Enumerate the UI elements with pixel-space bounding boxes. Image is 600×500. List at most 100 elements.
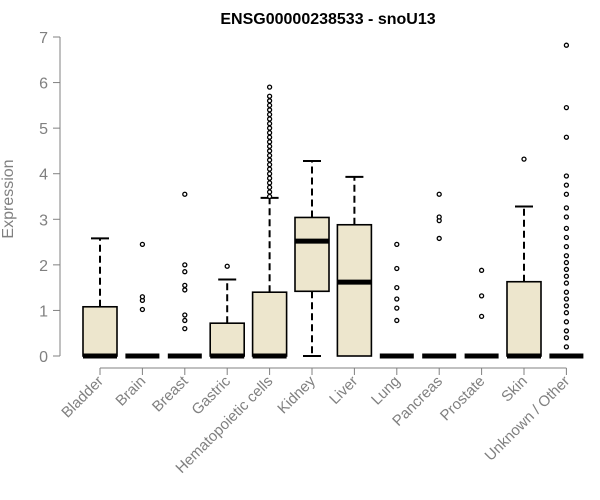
box	[209, 322, 245, 357]
outlier-point	[563, 253, 570, 259]
outlier-point	[182, 312, 188, 318]
outlier-point	[139, 241, 146, 248]
outlier-point	[266, 120, 273, 127]
x-tick-label: Kidney	[274, 372, 319, 417]
outlier-point	[563, 296, 570, 302]
outlier-point	[139, 306, 146, 313]
outlier-point	[139, 294, 146, 300]
outlier-point	[563, 328, 570, 334]
outlier-point	[182, 191, 188, 197]
outlier-point	[266, 161, 273, 168]
outlier-point	[394, 265, 400, 272]
outlier-point	[436, 191, 442, 197]
outlier-point	[436, 214, 442, 220]
outlier-point	[563, 182, 570, 188]
y-tick-label: 3	[39, 212, 48, 229]
outlier-point	[266, 193, 273, 200]
outlier-point	[266, 180, 273, 186]
outlier-point	[563, 104, 570, 111]
outlier-point	[394, 284, 400, 291]
box-group	[464, 267, 499, 359]
plot-area	[82, 42, 584, 359]
y-axis: 0 1 2 3 4 5 6 7	[39, 30, 61, 366]
outlier-point	[563, 273, 570, 279]
y-tick-label: 1	[39, 303, 48, 320]
outlier-point	[563, 134, 570, 140]
y-tick-label: 4	[39, 167, 48, 184]
outlier-point	[182, 317, 188, 324]
outlier-point	[266, 102, 273, 109]
box	[251, 291, 288, 357]
box-group	[506, 156, 542, 359]
x-tick-label: Liver	[326, 373, 361, 408]
outlier-point	[563, 42, 570, 48]
y-axis-label: Expression	[0, 159, 17, 238]
outlier-point	[266, 184, 273, 191]
outlier-point	[521, 156, 527, 162]
outlier-point	[266, 171, 273, 177]
y-tick-label: 5	[39, 121, 48, 138]
outlier-point	[182, 282, 188, 289]
outlier-point	[266, 116, 273, 122]
x-tick-label: Skin	[498, 373, 531, 406]
box-group	[251, 84, 288, 359]
outlier-point	[266, 175, 273, 181]
box	[82, 305, 118, 357]
box-group	[209, 263, 245, 359]
outlier-point	[266, 152, 273, 159]
outlier-point	[182, 269, 188, 275]
x-tick-label: Lung	[368, 373, 404, 409]
y-tick-label: 2	[39, 258, 48, 275]
box	[336, 223, 373, 357]
box-group	[294, 159, 330, 357]
outlier-point	[182, 262, 188, 268]
y-tick-label: 0	[39, 349, 48, 366]
chart-title: ENSG00000238533 - snoU13	[220, 11, 435, 28]
outlier-point	[436, 235, 442, 242]
outlier-point	[563, 191, 570, 197]
box-group	[167, 191, 202, 359]
y-tick-label: 7	[39, 30, 48, 47]
outlier-point	[394, 241, 400, 248]
outlier-point	[563, 319, 570, 325]
outlier-point	[266, 93, 273, 99]
outlier-point	[563, 303, 570, 309]
outlier-point	[266, 143, 273, 150]
outlier-point	[478, 313, 485, 320]
outlier-point	[224, 263, 230, 269]
outlier-point	[394, 296, 400, 302]
outlier-point	[394, 317, 400, 324]
outlier-point	[266, 107, 273, 113]
outlier-point	[563, 243, 570, 250]
box	[294, 216, 330, 293]
outlier-point	[563, 214, 570, 220]
outlier-point	[478, 293, 485, 299]
outlier-point	[266, 125, 273, 131]
box-group	[125, 241, 160, 359]
outlier-point	[563, 234, 570, 241]
box-group	[82, 237, 118, 359]
outlier-point	[266, 130, 273, 136]
outlier-point	[563, 266, 570, 273]
outlier-point	[266, 98, 273, 104]
y-tick-label: 6	[39, 76, 48, 93]
outlier-point	[394, 305, 400, 311]
outlier-point	[266, 189, 273, 195]
outlier-point	[182, 287, 188, 293]
outlier-point	[563, 173, 570, 179]
outlier-point	[266, 139, 273, 145]
outlier-point	[563, 280, 570, 286]
outlier-point	[563, 289, 570, 295]
outlier-point	[266, 84, 273, 90]
box-group	[379, 241, 414, 359]
outlier-point	[266, 134, 273, 140]
x-tick-label: Prostate	[437, 373, 489, 425]
outlier-point	[478, 267, 485, 273]
outlier-point	[563, 310, 570, 316]
box-group	[422, 191, 457, 359]
outlier-point	[563, 344, 570, 350]
outlier-point	[182, 326, 188, 332]
outlier-point	[266, 157, 273, 163]
